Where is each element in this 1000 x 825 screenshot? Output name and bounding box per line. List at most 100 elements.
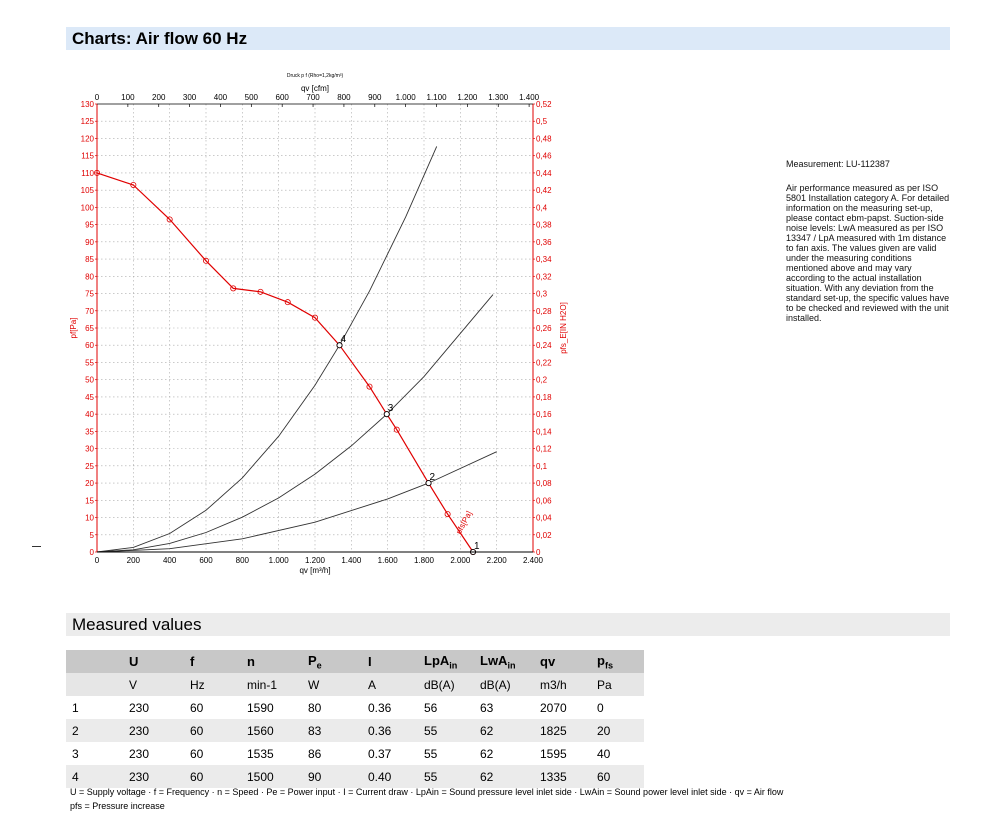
- system-curve-4: [96, 146, 438, 553]
- dash-mark: [32, 546, 41, 547]
- table-cell: 1: [66, 696, 123, 719]
- table-cell: 2: [66, 719, 123, 742]
- table-cell: 63: [474, 696, 534, 719]
- table-cell: 1590: [241, 696, 302, 719]
- y-tick-label: 120: [81, 134, 95, 143]
- table-cell: 1535: [241, 742, 302, 765]
- y-tick-label: 100: [81, 203, 95, 212]
- operating-point-label: 3: [388, 403, 394, 414]
- measured-values-header: Measured values: [66, 613, 950, 636]
- y-tick-label: 85: [85, 255, 94, 264]
- table-cell: 55: [418, 742, 474, 765]
- fan-curve-point: [284, 299, 291, 306]
- unit-cell: Pa: [591, 673, 644, 696]
- y-right-tick-label: 0,52: [536, 100, 552, 109]
- x-top-tick-label: 1.200: [457, 93, 478, 102]
- y-tick-label: 115: [81, 152, 94, 161]
- table-cell: 62: [474, 765, 534, 788]
- table-cell: 1560: [241, 719, 302, 742]
- table-cell: 0.37: [362, 742, 418, 765]
- fan-curve-point: [444, 511, 451, 518]
- operating-point: [425, 480, 432, 487]
- y-tick-label: 95: [85, 221, 94, 230]
- y-right-tick-label: 0,42: [536, 186, 552, 195]
- table-cell: 62: [474, 742, 534, 765]
- y-tick-label: 80: [85, 272, 94, 281]
- y-right-tick-label: 0,14: [536, 427, 552, 436]
- table-cell: 55: [418, 719, 474, 742]
- table-cell: 56: [418, 696, 474, 719]
- unit-cell: min-1: [241, 673, 302, 696]
- fan-curve-point: [393, 426, 400, 433]
- y-tick-label: 65: [85, 324, 94, 333]
- table-cell: 1500: [241, 765, 302, 788]
- fan-curve-point: [257, 288, 264, 295]
- chart-grid: [97, 104, 533, 552]
- y-right-tick-label: 0,18: [536, 393, 552, 402]
- charts-title: Charts: Air flow 60 Hz: [72, 29, 248, 48]
- x-tick-label: 600: [199, 556, 213, 565]
- y-tick-label: 30: [85, 445, 94, 454]
- y-right-tick-label: 0,04: [536, 514, 552, 523]
- measurement-id: Measurement: LU-112387: [786, 159, 890, 169]
- column-header: f: [184, 650, 241, 673]
- y-tick-label: 130: [81, 100, 95, 109]
- x-tick-label: 2.000: [450, 556, 471, 565]
- y-tick-label: 0: [90, 548, 95, 557]
- x-tick-label: 1.200: [305, 556, 326, 565]
- x-top-tick-label: 400: [214, 93, 228, 102]
- y-right-tick-label: 0,22: [536, 358, 552, 367]
- charts-header: Charts: Air flow 60 Hz: [66, 27, 950, 50]
- y-axis-label: pf[Pa]: [69, 318, 78, 339]
- y-tick-label: 75: [85, 290, 94, 299]
- x-tick-label: 2.400: [523, 556, 544, 565]
- measurement-description: Air performance measured as per ISO 5801…: [786, 183, 950, 323]
- table-cell: 62: [474, 719, 534, 742]
- chart-axes: [95, 103, 535, 553]
- x-top-tick-label: 500: [245, 93, 259, 102]
- table-cell: 0.40: [362, 765, 418, 788]
- y-tick-label: 110: [81, 169, 94, 178]
- y-tick-label: 60: [85, 341, 94, 350]
- y-tick-label: 105: [81, 186, 95, 195]
- x-tick-label: 400: [163, 556, 177, 565]
- table-cell: 230: [123, 765, 184, 788]
- column-header: LwAin: [474, 650, 534, 673]
- column-header: U: [123, 650, 184, 673]
- y-right-tick-label: 0,5: [536, 117, 548, 126]
- y-tick-label: 55: [85, 358, 94, 367]
- fan-curve-label: pfs[Pa]: [454, 509, 474, 535]
- y-right-axis-label: pfs_E[IN H2O]: [559, 302, 568, 354]
- table-cell: 60: [184, 742, 241, 765]
- x-tick-label: 1.000: [269, 556, 290, 565]
- y-right-tick-label: 0,38: [536, 221, 552, 230]
- x-top-tick-label: 1.000: [396, 93, 417, 102]
- y-right-tick-label: 0,28: [536, 307, 552, 316]
- y-tick-label: 20: [85, 479, 94, 488]
- table-cell: 86: [302, 742, 362, 765]
- x-top-axis-label: qv [cfm]: [301, 84, 329, 93]
- unit-cell: dB(A): [474, 673, 534, 696]
- chart-labels: 0 200 400 600 800 1.000 1.200 1.400 1.600 1.800 2.…: [69, 73, 568, 575]
- table-cell: 60: [184, 696, 241, 719]
- table-cell: 60: [184, 765, 241, 788]
- system-curve-3: [96, 294, 494, 553]
- x-top-tick-label: 1.300: [488, 93, 509, 102]
- unit-cell: dB(A): [418, 673, 474, 696]
- y-tick-label: 70: [85, 307, 94, 316]
- x-top-tick-label: 700: [306, 93, 320, 102]
- y-right-tick-label: 0,3: [536, 290, 548, 299]
- operating-point-label: 4: [341, 334, 347, 345]
- table-cell: 0.36: [362, 719, 418, 742]
- table-cell: 60: [591, 765, 644, 788]
- y-right-tick-label: 0,06: [536, 496, 552, 505]
- x-top-tick-label: 1.100: [427, 93, 448, 102]
- table-cell: 40: [591, 742, 644, 765]
- unit-cell: W: [302, 673, 362, 696]
- y-tick-label: 5: [90, 531, 95, 540]
- unit-cell: [66, 673, 123, 696]
- air-flow-chart: 0 200 400 600 800 1.000 1.200 1.400 1.600 1.800 2.…: [69, 73, 568, 575]
- column-header: LpAin: [418, 650, 474, 673]
